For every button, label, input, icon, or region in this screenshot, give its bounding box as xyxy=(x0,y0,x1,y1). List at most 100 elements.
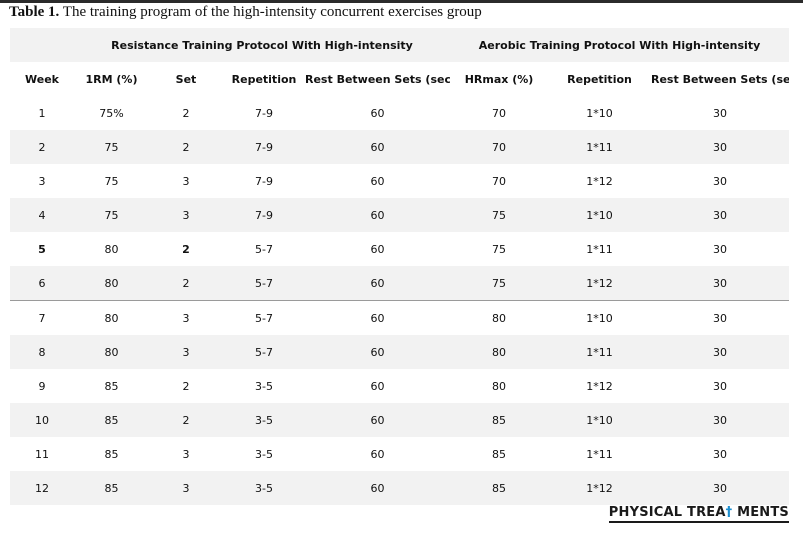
training-program-table: Resistance Training Protocol With High-i… xyxy=(10,28,790,505)
cell-set: 2 xyxy=(149,403,223,437)
table-row: 3 75 3 7-9 60 70 1*12 30 xyxy=(10,164,789,198)
cell-aerobic-rest: 30 xyxy=(713,379,728,393)
cell-set: 2 xyxy=(182,379,190,393)
cell-week: 12 xyxy=(10,471,74,505)
cell-hrmax: 85 xyxy=(492,447,506,461)
cell-resistance-rest: 60 xyxy=(370,447,385,461)
cell-resistance-rest: 60 xyxy=(305,335,450,369)
cell-set: 3 xyxy=(182,447,190,461)
group-header-aerobic: Aerobic Training Protocol With High-inte… xyxy=(450,28,790,62)
table-row: 9 85 2 3-5 60 80 1*12 30 xyxy=(10,369,789,403)
cell-aerobic-rest: 30 xyxy=(651,471,790,505)
cell-hrmax: 75 xyxy=(450,266,548,301)
cell-resistance-rest: 60 xyxy=(305,266,450,301)
cell-hrmax: 80 xyxy=(450,335,548,369)
cell-week: 6 xyxy=(10,266,74,301)
cell-week: 5 xyxy=(38,242,46,256)
cell-week: 9 xyxy=(38,379,46,393)
group-header-blank xyxy=(10,28,74,62)
cell-aerobic-rest: 30 xyxy=(713,106,728,120)
cell-set: 3 xyxy=(149,471,223,505)
journal-logo: PHYSICAL TREA† MENTS xyxy=(608,505,789,523)
cell-week: 2 xyxy=(10,130,74,164)
cell-hrmax: 85 xyxy=(450,471,548,505)
cell-hrmax: 70 xyxy=(492,106,506,120)
cell-resistance-repetition: 3-5 xyxy=(255,379,273,393)
col-set: Set xyxy=(149,62,223,96)
top-rule xyxy=(0,0,803,3)
cell-resistance-rest: 60 xyxy=(305,471,450,505)
cell-set: 3 xyxy=(182,311,190,325)
cell-aerobic-repetition: 1*12 xyxy=(586,174,613,188)
cell-aerobic-rest: 30 xyxy=(651,403,790,437)
cell-aerobic-rest: 30 xyxy=(713,242,728,256)
cell-set: 3 xyxy=(182,174,190,188)
cell-aerobic-repetition: 1*12 xyxy=(548,471,651,505)
cell-resistance-rest: 60 xyxy=(305,198,450,232)
cell-resistance-repetition: 3-5 xyxy=(255,447,273,461)
cell-aerobic-rest: 30 xyxy=(713,311,728,325)
table-row: 11 85 3 3-5 60 85 1*11 30 xyxy=(10,437,789,471)
cell-set: 3 xyxy=(149,335,223,369)
cell-1rm: 75% xyxy=(99,106,124,120)
cell-resistance-repetition: 5-7 xyxy=(223,266,305,301)
caption-text: The training program of the high-intensi… xyxy=(59,4,482,20)
cell-1rm: 85 xyxy=(74,403,149,437)
cell-1rm: 75 xyxy=(104,174,119,188)
cell-aerobic-repetition: 1*10 xyxy=(548,403,651,437)
cell-set: 2 xyxy=(149,130,223,164)
cell-resistance-repetition: 7-9 xyxy=(255,174,273,188)
cell-resistance-rest: 60 xyxy=(370,174,385,188)
table-row: 4 75 3 7-9 60 75 1*10 30 xyxy=(10,198,790,232)
cell-aerobic-rest: 30 xyxy=(651,130,790,164)
cell-resistance-repetition: 3-5 xyxy=(223,403,305,437)
table-row: 6 80 2 5-7 60 75 1*12 30 xyxy=(10,266,790,301)
col-aerobic-rest: Rest Between Sets (sec) xyxy=(651,62,790,96)
cell-resistance-rest: 60 xyxy=(305,130,450,164)
cell-hrmax: 75 xyxy=(492,242,506,256)
cell-hrmax: 80 xyxy=(492,379,506,393)
group-header-resistance: Resistance Training Protocol With High-i… xyxy=(74,28,450,62)
table-caption: Table 1. The training program of the hig… xyxy=(9,4,482,21)
cell-set: 2 xyxy=(182,106,190,120)
cell-1rm: 75 xyxy=(74,130,149,164)
cell-aerobic-rest: 30 xyxy=(651,335,790,369)
table-row: 1 75% 2 7-9 60 70 1*10 30 xyxy=(10,96,789,130)
cell-set: 2 xyxy=(182,242,190,256)
cell-week: 7 xyxy=(38,311,46,325)
cell-week: 8 xyxy=(10,335,74,369)
cell-1rm: 85 xyxy=(104,379,119,393)
cell-hrmax: 70 xyxy=(450,130,548,164)
cell-set: 2 xyxy=(149,266,223,301)
cell-resistance-rest: 60 xyxy=(370,242,385,256)
cell-1rm: 85 xyxy=(104,447,119,461)
table-row: 8 80 3 5-7 60 80 1*11 30 xyxy=(10,335,790,369)
cell-resistance-rest: 60 xyxy=(370,106,385,120)
cell-aerobic-repetition: 1*11 xyxy=(548,130,651,164)
cell-hrmax: 75 xyxy=(450,198,548,232)
cell-1rm: 80 xyxy=(104,311,119,325)
cell-week: 11 xyxy=(35,447,49,461)
cell-aerobic-repetition: 1*12 xyxy=(586,379,613,393)
journal-logo-cross: † xyxy=(725,505,733,520)
cell-1rm: 85 xyxy=(74,471,149,505)
cell-resistance-repetition: 5-7 xyxy=(223,335,305,369)
cell-hrmax: 80 xyxy=(492,311,506,325)
cell-aerobic-rest: 30 xyxy=(713,174,728,188)
cell-resistance-rest: 60 xyxy=(305,403,450,437)
col-resistance-repetition: Repetition xyxy=(223,62,305,96)
journal-logo-text-2: MENTS xyxy=(732,505,789,520)
cell-set: 3 xyxy=(149,198,223,232)
cell-resistance-repetition: 7-9 xyxy=(255,106,273,120)
cell-resistance-repetition: 5-7 xyxy=(255,242,273,256)
cell-1rm: 75 xyxy=(74,198,149,232)
cell-aerobic-rest: 30 xyxy=(713,447,728,461)
col-aerobic-repetition: Repetition xyxy=(548,62,651,96)
cell-1rm: 80 xyxy=(74,335,149,369)
cell-resistance-repetition: 3-5 xyxy=(223,471,305,505)
cell-resistance-repetition: 5-7 xyxy=(255,311,273,325)
group-header-row: Resistance Training Protocol With High-i… xyxy=(10,28,790,62)
table-row: 10 85 2 3-5 60 85 1*10 30 xyxy=(10,403,790,437)
table-row: 12 85 3 3-5 60 85 1*12 30 xyxy=(10,471,790,505)
cell-week: 1 xyxy=(38,106,46,120)
